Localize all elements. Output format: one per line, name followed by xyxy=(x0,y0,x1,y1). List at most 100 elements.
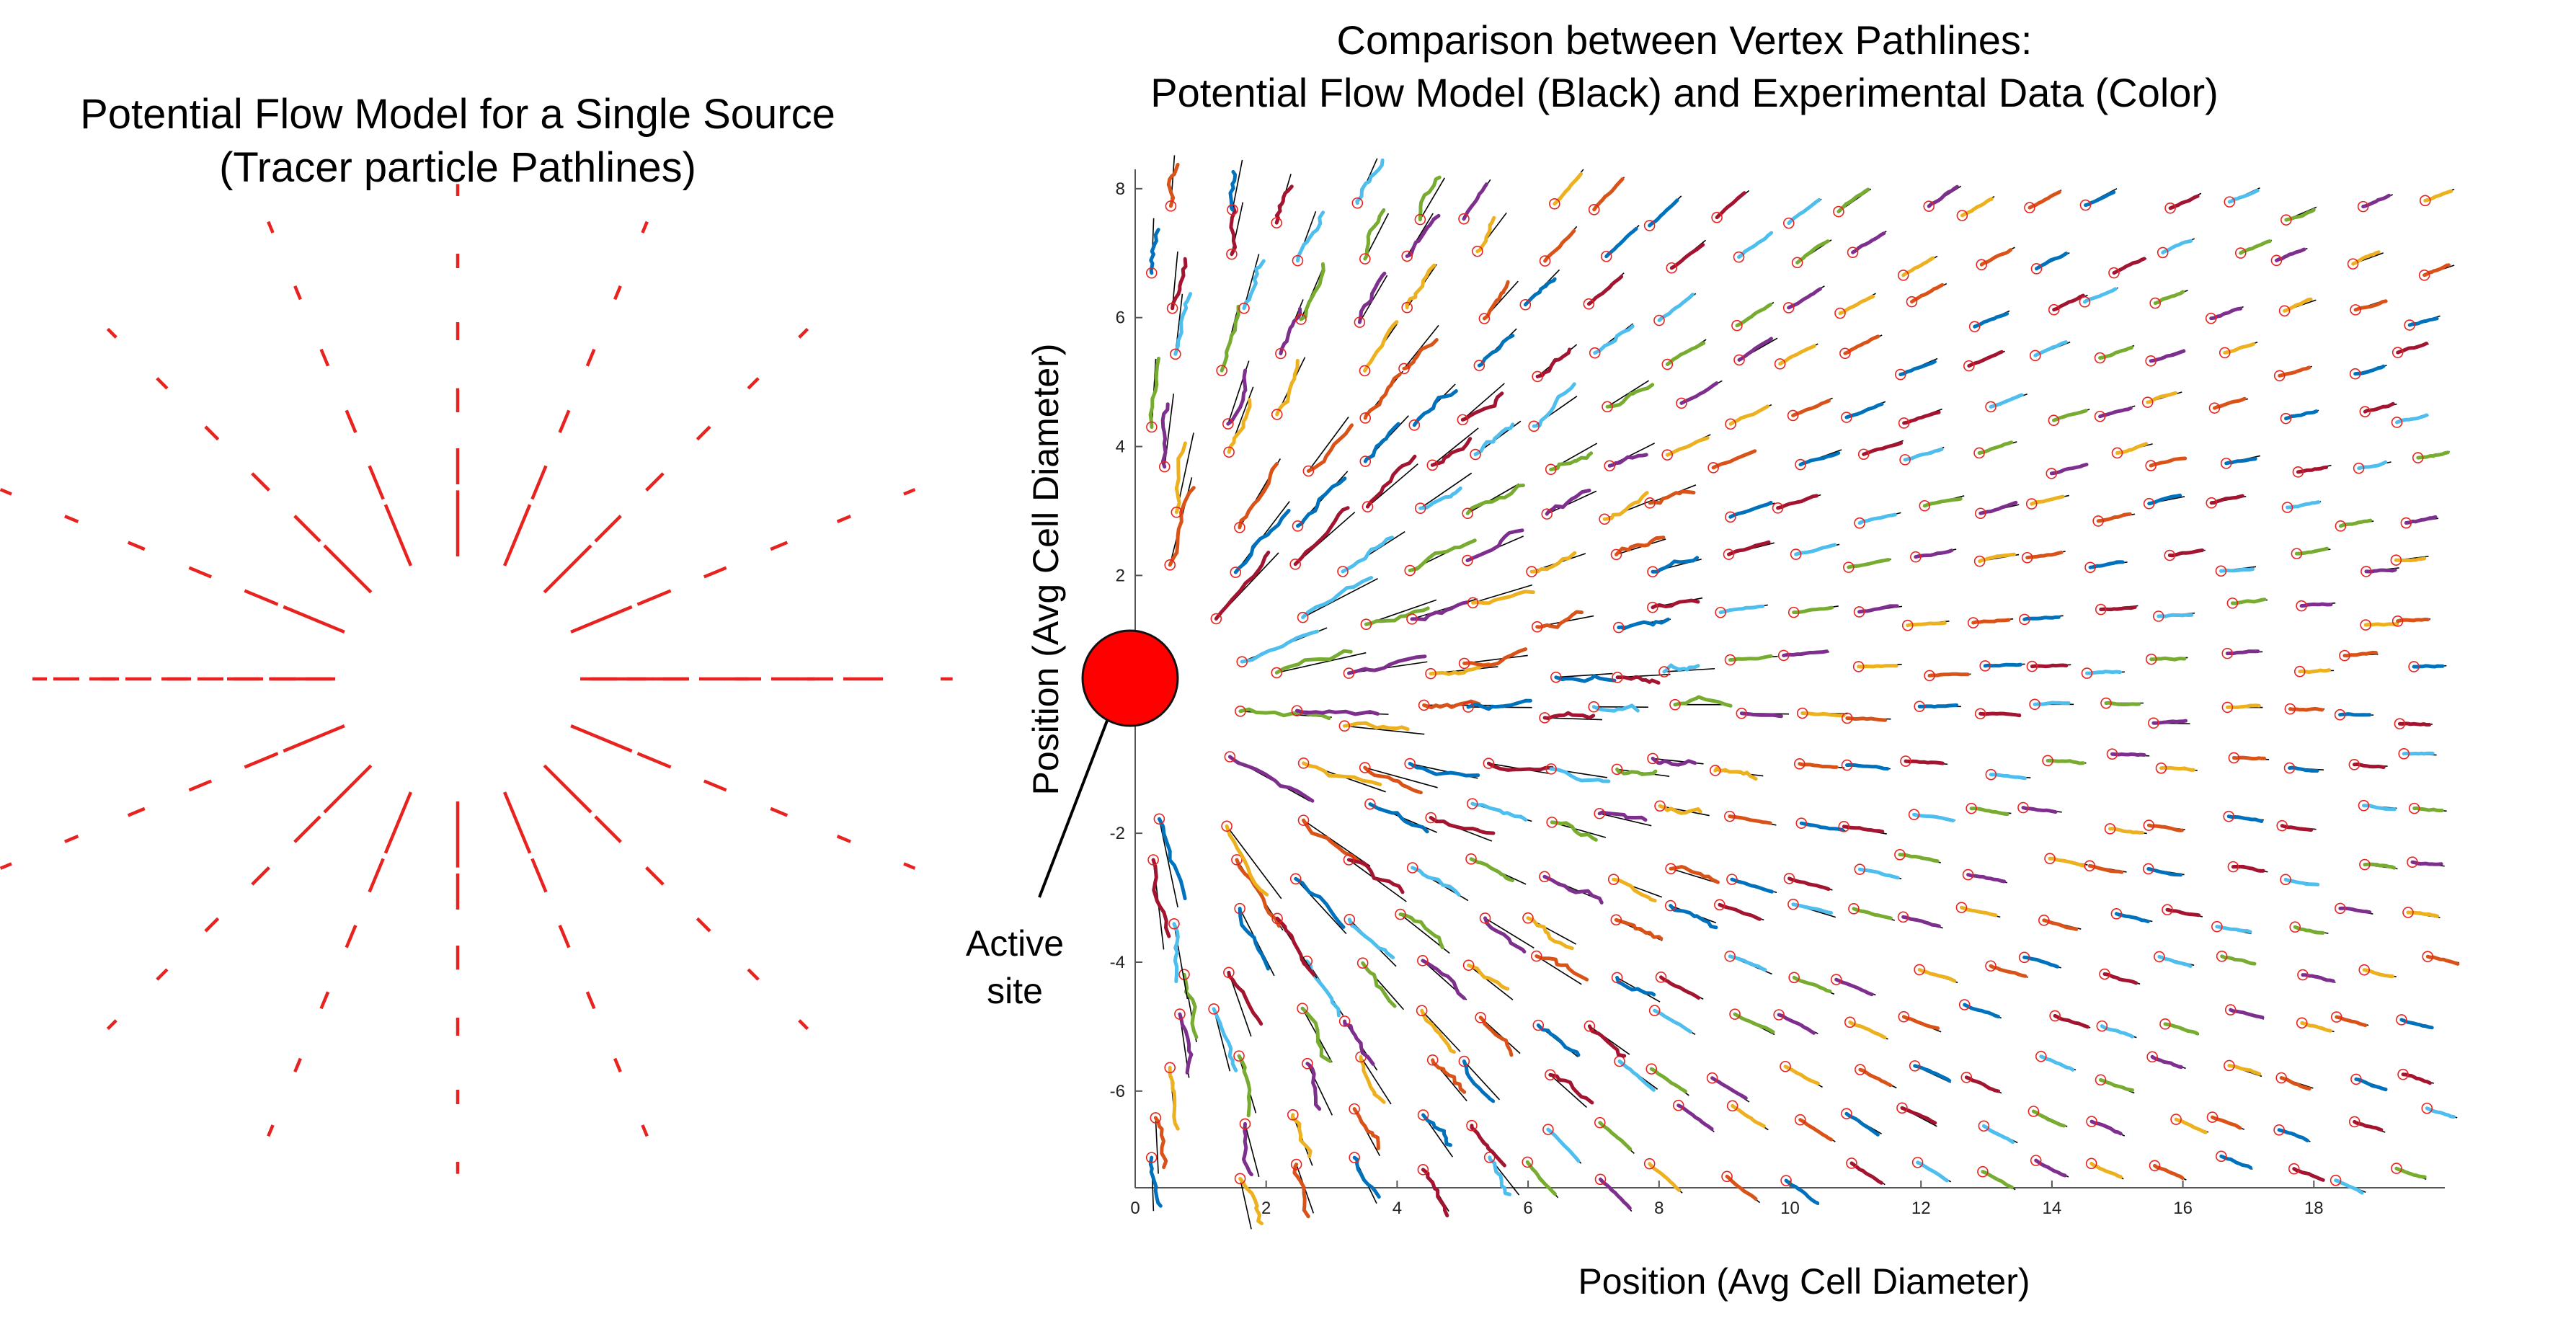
experimental-pathline xyxy=(1913,1064,1952,1083)
pathline-segment xyxy=(293,515,321,543)
start-marker xyxy=(1897,270,1909,281)
start-marker xyxy=(2396,1014,2407,1026)
experimental-pathline xyxy=(1735,303,1772,328)
experimental-pathline xyxy=(1172,922,1180,984)
start-marker xyxy=(2349,368,2361,380)
experimental-pathline xyxy=(1902,410,1941,425)
model-pathline xyxy=(1664,667,1715,672)
start-marker xyxy=(2335,902,2346,915)
model-pathline xyxy=(1545,717,1603,721)
experimental-pathline xyxy=(1922,497,1963,508)
experimental-pathline xyxy=(1791,399,1831,417)
start-marker xyxy=(1612,672,1623,683)
model-pathline xyxy=(1367,463,1418,507)
experimental-pathline xyxy=(1418,175,1442,222)
experimental-pathline xyxy=(1486,761,1554,772)
experimental-pathline xyxy=(1553,172,1583,206)
experimental-pathline xyxy=(1462,182,1488,221)
pathline-segment xyxy=(530,858,548,893)
start-marker xyxy=(1458,213,1470,225)
start-marker xyxy=(1290,1158,1302,1170)
start-marker xyxy=(2094,410,2106,422)
pathline-segment xyxy=(594,815,622,843)
start-marker xyxy=(1788,972,1800,984)
experimental-pathline xyxy=(1227,398,1252,454)
start-marker xyxy=(2358,964,2371,976)
experimental-pathline xyxy=(2402,751,2435,756)
start-marker xyxy=(2149,1160,2161,1172)
start-marker xyxy=(1725,418,1736,430)
start-marker xyxy=(2216,1150,2227,1163)
start-marker xyxy=(1852,661,1865,672)
experimental-pathline xyxy=(1728,954,1767,972)
pathline-segment xyxy=(747,377,760,390)
start-marker xyxy=(1794,1114,1806,1126)
start-marker xyxy=(2408,802,2420,814)
pathline-segment xyxy=(613,1057,622,1072)
experimental-pathline xyxy=(1617,1059,1656,1092)
start-marker xyxy=(1408,419,1421,431)
experimental-pathline xyxy=(1357,271,1387,324)
pathline-segment xyxy=(645,472,665,492)
start-marker xyxy=(1343,914,1356,925)
experimental-pathline xyxy=(1710,1076,1748,1101)
experimental-pathline xyxy=(1549,451,1594,471)
experimental-pathline xyxy=(1294,876,1346,929)
experimental-pathline xyxy=(1607,453,1648,468)
experimental-pathline xyxy=(1783,1065,1820,1085)
experimental-pathline xyxy=(1306,423,1354,473)
pathline-segment xyxy=(0,862,12,870)
pathline-segment xyxy=(798,327,809,339)
pathline-segment xyxy=(836,835,851,843)
start-marker xyxy=(1658,666,1670,677)
start-marker xyxy=(1854,517,1865,529)
start-marker xyxy=(1894,368,1906,381)
experimental-pathline xyxy=(2211,1115,2242,1130)
model-pathline xyxy=(1546,490,1597,515)
start-marker xyxy=(1914,964,1925,976)
start-marker xyxy=(1287,1109,1299,1121)
experimental-pathline xyxy=(1602,491,1649,521)
experimental-pathline xyxy=(1614,917,1664,941)
pathline-segment xyxy=(106,1019,117,1031)
experimental-pathline xyxy=(1469,857,1514,882)
experimental-pathline xyxy=(1673,695,1733,708)
start-marker xyxy=(1854,863,1866,875)
start-marker xyxy=(1425,667,1436,680)
experimental-pathline xyxy=(1160,402,1170,469)
experimental-pathline xyxy=(1857,664,1898,669)
experimental-pathline xyxy=(2275,247,2306,262)
experimental-pathline xyxy=(1900,1106,1937,1125)
model-pathline xyxy=(1364,213,1390,259)
start-marker xyxy=(2280,214,2292,226)
start-marker xyxy=(1974,708,1986,720)
experimental-pathline xyxy=(2098,345,2133,360)
start-marker xyxy=(1783,873,1795,884)
pathline-segment xyxy=(293,285,302,301)
experimental-pathline xyxy=(1657,293,1695,322)
start-marker xyxy=(2035,1050,2047,1062)
experimental-pathline xyxy=(1834,977,1874,997)
start-marker xyxy=(1607,874,1620,885)
experimental-pathline xyxy=(1347,654,1427,675)
start-marker xyxy=(2019,613,2030,626)
experimental-pathline xyxy=(1364,606,1430,626)
experimental-pathline xyxy=(1153,1116,1168,1170)
start-marker xyxy=(2206,1111,2219,1123)
start-marker xyxy=(1584,1020,1596,1032)
experimental-pathline xyxy=(1363,208,1386,261)
start-marker xyxy=(1472,245,1483,257)
experimental-pathline xyxy=(1662,663,1700,674)
experimental-pathline xyxy=(1676,1103,1714,1131)
experimental-pathline xyxy=(1669,865,1720,884)
experimental-pathline xyxy=(1903,447,1944,462)
start-marker xyxy=(1833,205,1844,218)
start-marker xyxy=(2283,762,2296,774)
experimental-pathline xyxy=(1978,500,2018,515)
start-marker xyxy=(1417,955,1429,966)
start-marker xyxy=(1978,1120,1990,1132)
start-marker xyxy=(1599,513,1610,525)
pathline-segment xyxy=(293,1057,302,1072)
start-marker xyxy=(1356,957,1369,969)
